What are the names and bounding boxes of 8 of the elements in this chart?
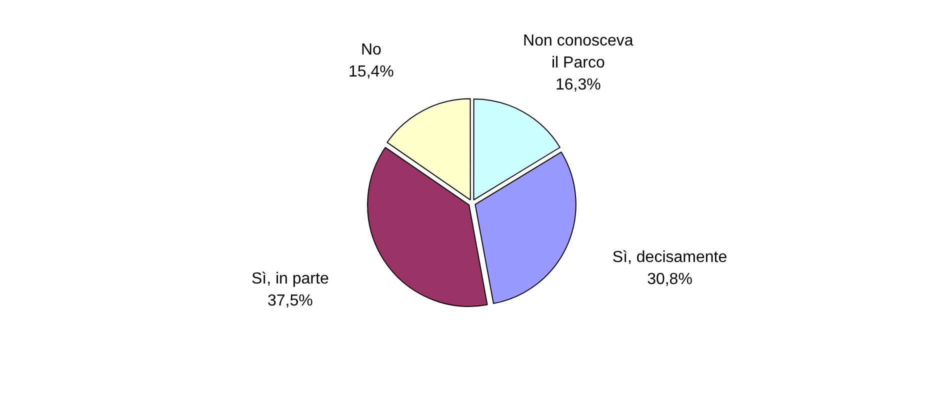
- data-label: 37,5%: [267, 292, 313, 310]
- data-label: 15,4%: [348, 63, 394, 80]
- data-label: 30,8%: [647, 270, 692, 288]
- slice-label: Non conosceva il Parco: [523, 32, 634, 72]
- data-label: 16,3%: [555, 76, 601, 94]
- slice-label: Sì, in parte: [251, 270, 329, 288]
- slice-label: Sì, decisamente: [612, 248, 728, 266]
- slice-label: No: [360, 41, 382, 58]
